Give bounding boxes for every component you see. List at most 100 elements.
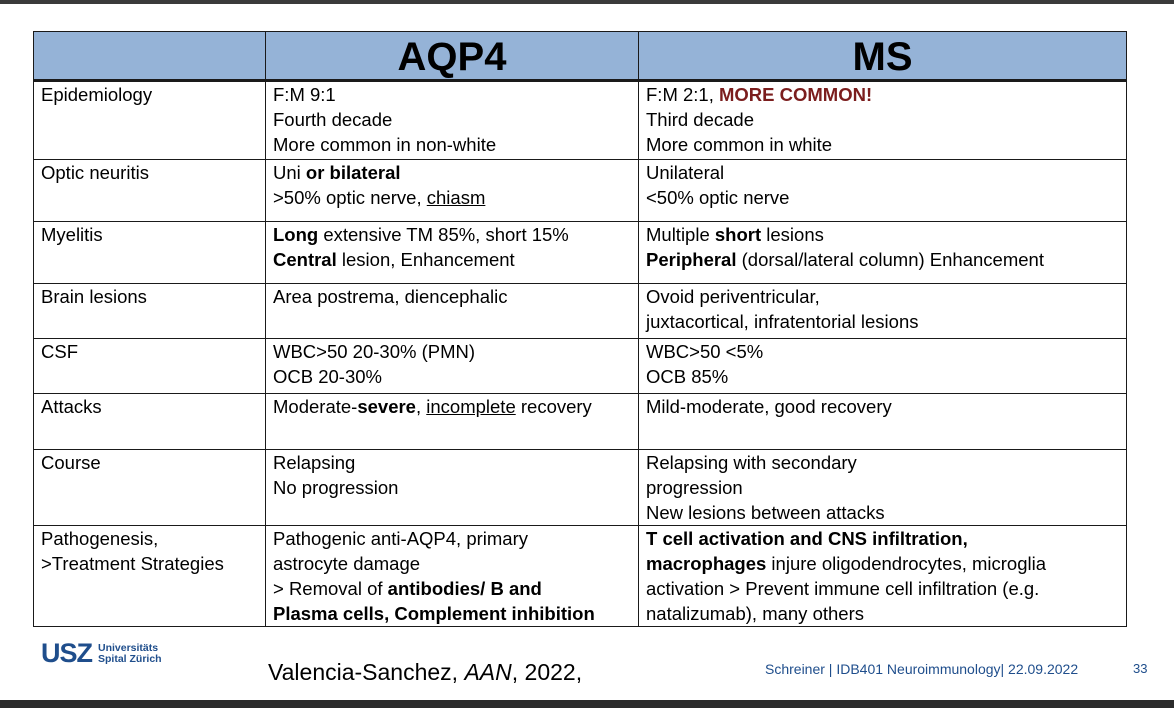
text-segment: MORE COMMON!: [719, 84, 873, 105]
ms-cell: T cell activation and CNS infiltration, m…: [638, 525, 1127, 627]
row-label: CSF: [33, 338, 266, 394]
aqp4-cell: F:M 9:1 Fourth decade More common in non-w…: [265, 80, 639, 160]
cell-line: <50% optic nerve: [646, 185, 1126, 210]
ms-cell: Unilateral <50% optic nerve: [638, 159, 1127, 222]
cell-line: natalizumab), many others: [646, 601, 1126, 626]
text-segment: ,: [415, 396, 427, 417]
table-row: Optic neuritis Uni or bilateral >50% optic…: [33, 159, 1127, 222]
text-segment: Moderate-: [273, 396, 358, 417]
logo-line: Universitäts: [98, 641, 159, 654]
text-segment: (dorsal/lateral column) Enhancement: [736, 249, 1044, 270]
text-segment: lesions: [761, 224, 824, 245]
text-segment: Multiple: [646, 224, 715, 245]
cell-line: OCB 85%: [646, 364, 1126, 389]
cell-line: Ovoid periventricular,: [646, 285, 1126, 310]
text-segment: Area postrema, diencephalic: [273, 286, 508, 307]
cell-line: F:M 2:1, MORE COMMON!: [646, 82, 1126, 107]
cell-line: Moderate-severe, incomplete recovery: [273, 395, 638, 420]
table-row: Brain lesions Area postrema, diencephalic…: [33, 283, 1127, 339]
row-label: Course: [33, 449, 266, 526]
table-row: Attacks Moderate-severe, incomplete recov…: [33, 393, 1127, 450]
text-segment: progression: [646, 477, 743, 498]
cell-line: > Removal of antibodies/ B and: [273, 576, 638, 601]
cell-line: WBC>50 <5%: [646, 340, 1126, 365]
text-segment: Peripheral: [646, 249, 737, 270]
text-segment: Plasma cells, Complement inhibition: [273, 603, 595, 624]
logo-text: Universitäts Spital Zürich: [98, 641, 162, 665]
row-label: Pathogenesis, >Treatment Strategies: [33, 525, 266, 627]
header-empty: [33, 31, 266, 82]
text-segment: Fourth decade: [273, 109, 393, 130]
logo-mark: USZ: [41, 638, 93, 668]
text-segment: activation > Prevent immune cell infiltr…: [646, 578, 1040, 599]
row-label: Brain lesions: [33, 283, 266, 339]
cell-line: activation > Prevent immune cell infiltr…: [646, 576, 1126, 601]
text-segment: Unilateral: [646, 162, 725, 183]
header-row: AQP4 MS: [33, 31, 1127, 82]
bottom-border: [0, 700, 1174, 708]
text-segment: or bilateral: [305, 162, 401, 183]
text-segment: WBC>50 <5%: [646, 341, 764, 362]
ms-cell: F:M 2:1, MORE COMMON! Third decade More co…: [638, 80, 1127, 160]
text-segment: New lesions between attacks: [646, 502, 885, 523]
cell-line: Central lesion, Enhancement: [273, 247, 638, 272]
footer-text: Schreiner | IDB401 Neuroimmunology| 22.0…: [765, 661, 1079, 677]
cell-line: astrocyte damage: [273, 551, 638, 576]
text-segment: More common in white: [646, 134, 833, 155]
table-row: CSF WBC>50 20-30% (PMN) OCB 20-30% WBC>50 <…: [33, 338, 1127, 394]
cell-line: More common in non-white: [273, 132, 638, 157]
text-segment: extensive TM 85%, short 15%: [318, 224, 569, 245]
cell-line: Long extensive TM 85%, short 15%: [273, 223, 638, 248]
label-line: Epidemiology: [41, 84, 153, 105]
row-label: Epidemiology: [33, 80, 266, 160]
ms-cell: Multiple short lesions Peripheral (dorsal…: [638, 221, 1127, 284]
cell-line: Plasma cells, Complement inhibition: [273, 601, 638, 626]
cell-line: Pathogenic anti-AQP4, primary: [273, 527, 638, 552]
label-line: >Treatment Strategies: [41, 553, 224, 574]
row-label: Myelitis: [33, 221, 266, 284]
text-segment: No progression: [273, 477, 399, 498]
text-segment: Relapsing: [273, 452, 356, 473]
text-segment: Long: [273, 224, 319, 245]
label-line: Optic neuritis: [41, 162, 149, 183]
cell-line: Peripheral (dorsal/lateral column) Enhan…: [646, 247, 1126, 272]
text-segment: lesion, Enhancement: [336, 249, 515, 270]
cell-line: T cell activation and CNS infiltration,: [646, 527, 1126, 552]
usz-logo: USZ Universitäts Spital Zürich: [41, 640, 162, 667]
table-row: Pathogenesis, >Treatment Strategies Patho…: [33, 525, 1127, 627]
cell-line: juxtacortical, infratentorial lesions: [646, 309, 1126, 334]
cell-line: Relapsing: [273, 451, 638, 476]
text-segment: severe: [357, 396, 416, 417]
aqp4-cell: Area postrema, diencephalic: [265, 283, 639, 339]
table-row: Course Relapsing No progression Relapsing w…: [33, 449, 1127, 526]
text-segment: Ovoid periventricular,: [646, 286, 820, 307]
top-border: [0, 0, 1174, 4]
citation-journal: AAN: [464, 659, 512, 685]
cell-line: Fourth decade: [273, 107, 638, 132]
cell-line: Mild-moderate, good recovery: [646, 395, 1126, 420]
text-segment: astrocyte damage: [273, 553, 421, 574]
text-segment: injure oligodendrocytes, microglia: [766, 553, 1046, 574]
text-segment: >50% optic nerve,: [273, 187, 427, 208]
ms-cell: WBC>50 <5% OCB 85%: [638, 338, 1127, 394]
cell-line: WBC>50 20-30% (PMN): [273, 340, 638, 365]
text-segment: T cell activation and CNS infiltration,: [646, 528, 968, 549]
text-segment: antibodies/ B and: [387, 578, 542, 599]
text-segment: natalizumab), many others: [646, 603, 864, 624]
row-label: Optic neuritis: [33, 159, 266, 222]
text-segment: OCB 85%: [646, 366, 729, 387]
text-segment: juxtacortical, infratentorial lesions: [646, 311, 919, 332]
aqp4-cell: Relapsing No progression: [265, 449, 639, 526]
citation-year: , 2022,: [511, 659, 583, 685]
text-segment: recovery: [515, 396, 592, 417]
row-label: Attacks: [33, 393, 266, 450]
label-line: Myelitis: [41, 224, 103, 245]
text-segment: Third decade: [646, 109, 754, 130]
cell-line: OCB 20-30%: [273, 364, 638, 389]
table-row: Myelitis Long extensive TM 85%, short 15%…: [33, 221, 1127, 284]
cell-line: Multiple short lesions: [646, 223, 1126, 248]
logo-line: Spital Zürich: [98, 652, 162, 665]
text-segment: macrophages: [646, 553, 767, 574]
label-line: Pathogenesis,: [41, 528, 159, 549]
cell-line: >50% optic nerve, chiasm: [273, 185, 638, 210]
